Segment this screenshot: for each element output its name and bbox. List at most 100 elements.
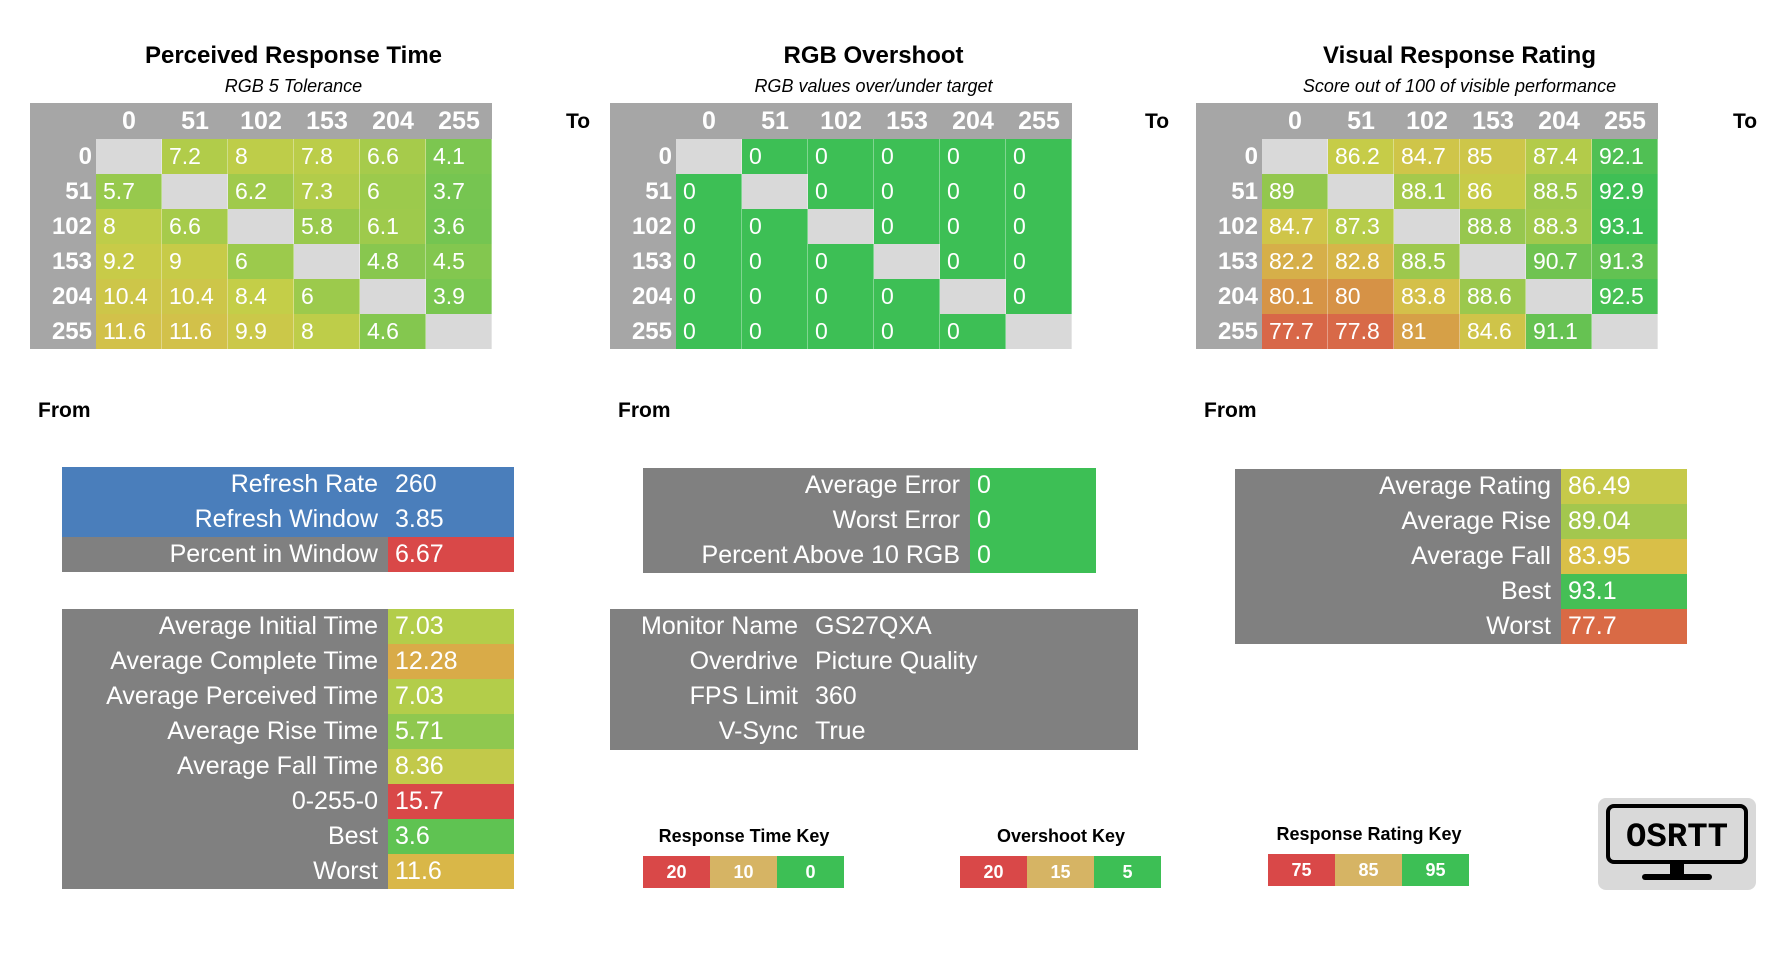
heatmap-cell-value: 5.7 bbox=[103, 178, 135, 204]
key-swatch: 85 bbox=[1335, 854, 1402, 886]
heatmap-cell-value: 0 bbox=[815, 283, 828, 309]
heatmap-cell-value: 82.2 bbox=[1269, 248, 1314, 274]
heatmap-row-header: 255 bbox=[30, 314, 96, 349]
heatmap-column-header: 51 bbox=[162, 103, 228, 139]
heatmap-cell: 88.1 bbox=[1394, 174, 1460, 209]
heatmap-cell-value: 86 bbox=[1467, 178, 1493, 204]
stat-row: 0-255-0 15.7 bbox=[62, 784, 514, 819]
stat-value: 0 bbox=[970, 503, 1096, 538]
heatmap-cell: 6.6 bbox=[162, 209, 228, 244]
heatmap-diagonal-cell bbox=[1328, 174, 1394, 209]
stat-label: Refresh Window bbox=[62, 502, 388, 537]
heatmap-cell: 0 bbox=[742, 279, 808, 314]
heatmap-cell: 0 bbox=[1006, 174, 1072, 209]
stat-value: 5.71 bbox=[388, 714, 514, 749]
heatmap-cell-value: 9 bbox=[169, 248, 182, 274]
heatmap-cell-value: 6 bbox=[301, 283, 314, 309]
stat-label: Average Perceived Time bbox=[62, 679, 388, 714]
heatmap-column-header: 102 bbox=[1394, 103, 1460, 139]
heatmap-cell: 8 bbox=[228, 139, 294, 174]
heatmap-cell: 7.3 bbox=[294, 174, 360, 209]
heatmap-diagonal-cell bbox=[1394, 209, 1460, 244]
heatmap-column-header: 0 bbox=[676, 103, 742, 139]
heatmap-corner bbox=[1196, 103, 1262, 139]
heatmap-row-header: 153 bbox=[30, 244, 96, 279]
heatmap-cell-value: 0 bbox=[815, 318, 828, 344]
heatmap-cell-value: 93.1 bbox=[1599, 213, 1644, 239]
heatmap-cell: 82.2 bbox=[1262, 244, 1328, 279]
heatmap-cell: 0 bbox=[1006, 209, 1072, 244]
heatmap-diagonal-cell bbox=[1592, 314, 1658, 349]
stat-value: 93.1 bbox=[1561, 574, 1687, 609]
heatmap-cell: 86.2 bbox=[1328, 139, 1394, 174]
heatmap-cell: 0 bbox=[940, 314, 1006, 349]
heatmap-cell-value: 0 bbox=[815, 248, 828, 274]
heatmap-cell: 0 bbox=[940, 174, 1006, 209]
osrtt-logo-text: OSRTT bbox=[1626, 819, 1728, 857]
key-swatch: 75 bbox=[1268, 854, 1335, 886]
stat-value: 15.7 bbox=[388, 784, 514, 819]
heatmap-cell: 0 bbox=[742, 139, 808, 174]
rating-summary-table: Average Rating 86.49 Average Rise 89.04 Aver… bbox=[1235, 469, 1687, 644]
heatmap-diagonal-cell bbox=[676, 139, 742, 174]
heatmap-cell-value: 0 bbox=[749, 248, 762, 274]
monitor-info-table: Monitor Name GS27QXA Overdrive Picture Qual… bbox=[610, 609, 1138, 750]
heatmap-diagonal-cell bbox=[162, 174, 228, 209]
heatmap-cell: 0 bbox=[808, 279, 874, 314]
heatmap-column-header: 255 bbox=[426, 103, 492, 139]
heatmap-cell-value: 4.1 bbox=[433, 143, 465, 169]
heatmap-row-header: 51 bbox=[1196, 174, 1262, 209]
heatmap-column-header: 102 bbox=[808, 103, 874, 139]
heatmap-cell: 3.7 bbox=[426, 174, 492, 209]
heatmap-cell: 92.1 bbox=[1592, 139, 1658, 174]
heatmap-cell-value: 86.2 bbox=[1335, 143, 1380, 169]
heatmap-cell: 0 bbox=[940, 139, 1006, 174]
heatmap-cell-value: 0 bbox=[881, 213, 894, 239]
heatmap-cell: 92.5 bbox=[1592, 279, 1658, 314]
response-rating-key: Response Rating Key 75 85 95 bbox=[1268, 824, 1470, 888]
heatmap-cell-value: 92.1 bbox=[1599, 143, 1644, 169]
heatmap-cell-value: 7.2 bbox=[169, 143, 201, 169]
response-time-key: Response Time Key 20 10 0 bbox=[643, 826, 845, 890]
stat-label: Average Rise bbox=[1235, 504, 1561, 539]
heatmap-cell-value: 8.4 bbox=[235, 283, 267, 309]
response-time-summary-table: Average Initial Time 7.03 Average Complete… bbox=[62, 609, 514, 889]
heatmap-cell-value: 6 bbox=[235, 248, 248, 274]
subtitle-visual-response-rating: Score out of 100 of visible performance bbox=[1302, 76, 1617, 96]
heatmap-diagonal-cell bbox=[808, 209, 874, 244]
heatmap-cell: 0 bbox=[874, 279, 940, 314]
title-visual-response-rating: Visual Response Rating bbox=[1323, 42, 1596, 69]
heatmap-cell-value: 92.5 bbox=[1599, 283, 1644, 309]
heatmap-cell-value: 88.3 bbox=[1533, 213, 1578, 239]
heatmap-diagonal-cell bbox=[742, 174, 808, 209]
stat-label: FPS Limit bbox=[610, 679, 808, 714]
heatmap-cell: 11.6 bbox=[162, 314, 228, 349]
heatmap-diagonal-cell bbox=[1526, 279, 1592, 314]
heatmap-cell: 82.8 bbox=[1328, 244, 1394, 279]
heatmap-cell-value: 4.5 bbox=[433, 248, 465, 274]
heatmap-cell: 80 bbox=[1328, 279, 1394, 314]
heatmap-cell-value: 0 bbox=[683, 248, 696, 274]
heatmap-cell: 3.9 bbox=[426, 279, 492, 314]
stat-row: Best 3.6 bbox=[62, 819, 514, 854]
stat-value: 83.95 bbox=[1561, 539, 1687, 574]
to-label-1: To bbox=[566, 110, 591, 133]
heatmap-cell: 0 bbox=[874, 174, 940, 209]
heatmap-cell: 0 bbox=[742, 244, 808, 279]
heatmap-cell-value: 7.3 bbox=[301, 178, 333, 204]
heatmap-cell: 6.2 bbox=[228, 174, 294, 209]
stat-label: Best bbox=[62, 819, 388, 854]
heatmap-cell-value: 0 bbox=[815, 143, 828, 169]
heatmap-cell: 11.6 bbox=[96, 314, 162, 349]
heatmap-cell-value: 85 bbox=[1467, 143, 1493, 169]
heatmap-row-header: 255 bbox=[1196, 314, 1262, 349]
key-swatch: 10 bbox=[710, 856, 777, 888]
heatmap-cell-value: 4.6 bbox=[367, 318, 399, 344]
heatmap-diagonal-cell bbox=[294, 244, 360, 279]
heatmap-cell: 85 bbox=[1460, 139, 1526, 174]
heatmap-cell-value: 0 bbox=[881, 283, 894, 309]
stat-label: Best bbox=[1235, 574, 1561, 609]
heatmap-cell-value: 3.9 bbox=[433, 283, 465, 309]
stat-row: V-Sync True bbox=[610, 714, 1138, 749]
stat-row: Average Initial Time 7.03 bbox=[62, 609, 514, 644]
